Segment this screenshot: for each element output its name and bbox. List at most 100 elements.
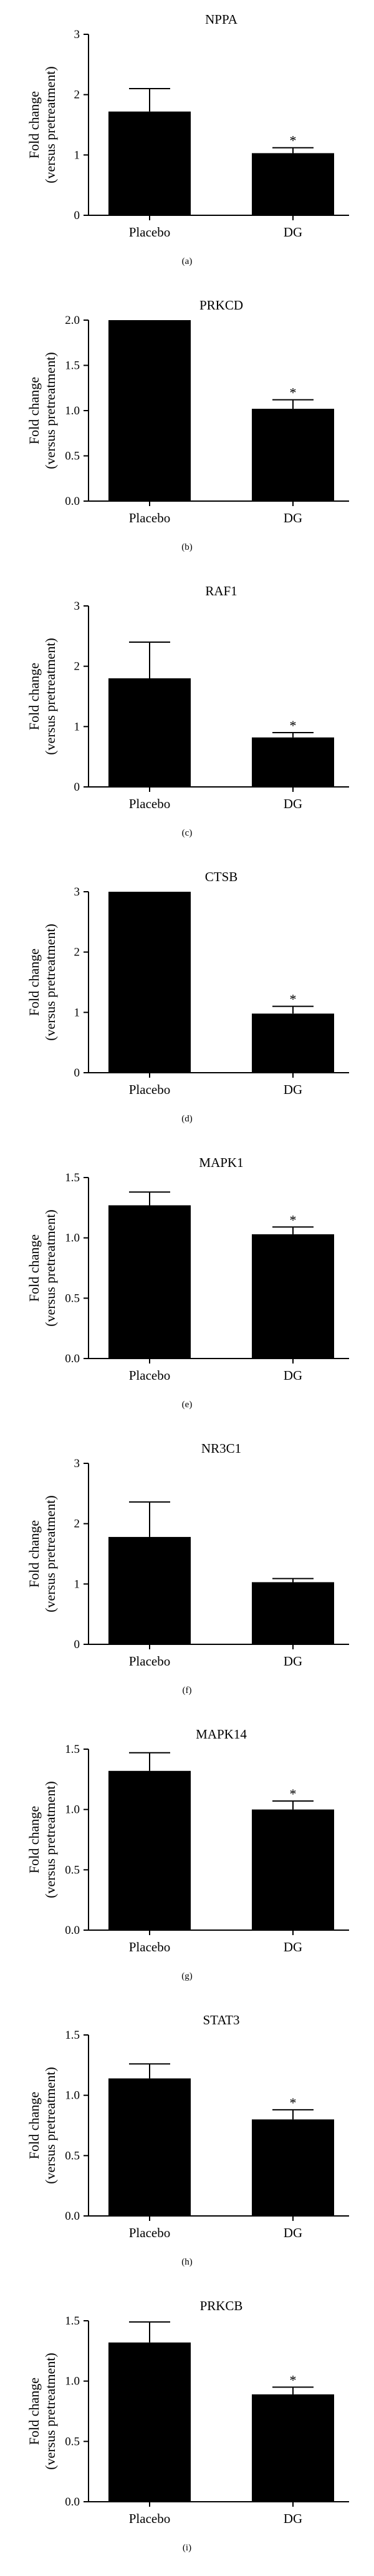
- bar-chart-svg: RAF1 Fold change(versus pretreatment) 0 1 2 3…: [26, 583, 349, 838]
- y-tick-label: 0: [74, 209, 80, 222]
- y-tick-label: 2.0: [65, 314, 80, 327]
- x-category-label: Placebo: [129, 1939, 170, 1954]
- x-category-label: Placebo: [129, 510, 170, 525]
- y-axis-label: Fold change(versus pretreatment): [26, 638, 58, 755]
- x-category-label: Placebo: [129, 1368, 170, 1383]
- chart-title: PRKCB: [200, 2298, 243, 2313]
- x-category-label: DG: [284, 2225, 302, 2240]
- y-tick-label: 1: [74, 1006, 80, 1019]
- y-axis-label-line-2: (versus pretreatment): [42, 638, 58, 755]
- y-axis-label-line-2: (versus pretreatment): [42, 2067, 58, 2184]
- y-tick-label: 0: [74, 1638, 80, 1651]
- y-tick-label: 1.5: [65, 359, 80, 373]
- panel-caption: (a): [182, 256, 193, 266]
- y-axis-label-line-1: Fold change: [26, 663, 42, 730]
- bar-chart-svg: NR3C1 Fold change(versus pretreatment) 0 1 2…: [26, 1441, 349, 1695]
- significance-marker: *: [290, 1212, 297, 1227]
- bar-placebo: [108, 892, 191, 1073]
- y-axis-label-line-2: (versus pretreatment): [42, 66, 58, 183]
- bar-dg: [252, 1013, 334, 1073]
- panel-caption: (f): [183, 1686, 192, 1695]
- x-category-label: DG: [284, 796, 302, 811]
- y-tick-label: 1: [74, 720, 80, 733]
- y-tick-label: 0: [74, 781, 80, 794]
- chart-title: MAPK14: [196, 1727, 247, 1742]
- chart-panel-prkcd: PRKCD Fold change(versus pretreatment) 0.0…: [0, 286, 374, 572]
- y-tick-label: 1.5: [65, 1171, 80, 1184]
- panel-caption: (i): [183, 2543, 191, 2553]
- chart-title: PRKCD: [199, 298, 243, 313]
- y-tick-label: 0.0: [65, 1352, 80, 1365]
- bar-chart-svg: NPPA Fold change(versus pretreatment) 0 1 2 3…: [26, 12, 349, 266]
- significance-marker: *: [290, 385, 297, 401]
- chart-panel-nppa: NPPA Fold change(versus pretreatment) 0 1 2 3…: [0, 0, 374, 286]
- x-category-label: Placebo: [129, 1082, 170, 1097]
- bar-placebo: [108, 2078, 191, 2216]
- y-tick-label: 1.0: [65, 2089, 80, 2102]
- x-category-label: DG: [284, 1368, 302, 1383]
- y-axis-label: Fold change(versus pretreatment): [26, 924, 58, 1041]
- y-tick-label: 0.5: [65, 2435, 80, 2448]
- y-tick-label: 2: [74, 89, 80, 102]
- panel-caption: (e): [182, 1400, 193, 1410]
- y-tick-label: 3: [74, 28, 80, 41]
- significance-marker: *: [290, 718, 297, 733]
- bar-placebo: [108, 678, 191, 787]
- y-tick-label: 0.5: [65, 450, 80, 463]
- y-tick-label: 0.0: [65, 495, 80, 508]
- chart-title: CTSB: [205, 869, 238, 884]
- chart-panel-mapk1: MAPK1 Fold change(versus pretreatment) 0.0…: [0, 1143, 374, 1429]
- y-tick-label: 1.0: [65, 1803, 80, 1817]
- y-axis-label-line-1: Fold change: [26, 91, 42, 159]
- bar-chart-svg: CTSB Fold change(versus pretreatment) 0 1 2 3…: [26, 869, 349, 1124]
- y-axis-label: Fold change(versus pretreatment): [26, 352, 58, 469]
- x-category-label: Placebo: [129, 2225, 170, 2240]
- bar-dg: [252, 1582, 334, 1644]
- y-axis-label-line-1: Fold change: [26, 1806, 42, 1873]
- x-category-label: DG: [284, 2511, 302, 2526]
- y-axis-label: Fold change(versus pretreatment): [26, 66, 58, 183]
- y-tick-label: 1: [74, 149, 80, 162]
- x-category-label: DG: [284, 1082, 302, 1097]
- y-tick-label: 3: [74, 1457, 80, 1470]
- x-category-label: Placebo: [129, 1654, 170, 1669]
- significance-marker: *: [290, 2095, 297, 2110]
- y-tick-label: 0.0: [65, 2496, 80, 2509]
- significance-marker: *: [290, 1786, 297, 1802]
- y-tick-label: 1.5: [65, 2029, 80, 2042]
- y-tick-label: 0.0: [65, 1924, 80, 1937]
- panel-caption: (b): [181, 542, 193, 552]
- bar-placebo: [108, 111, 191, 215]
- x-category-label: DG: [284, 1654, 302, 1669]
- y-tick-label: 0.5: [65, 1863, 80, 1876]
- bar-dg: [252, 1234, 334, 1359]
- y-tick-label: 0.5: [65, 1292, 80, 1305]
- significance-marker: *: [290, 2372, 297, 2388]
- y-tick-label: 2: [74, 1518, 80, 1531]
- y-tick-label: 3: [74, 600, 80, 613]
- x-category-label: DG: [284, 1939, 302, 1954]
- chart-panel-ctsb: CTSB Fold change(versus pretreatment) 0 1 2 3…: [0, 857, 374, 1143]
- x-category-label: Placebo: [129, 2511, 170, 2526]
- y-tick-label: 1.0: [65, 1232, 80, 1245]
- y-tick-label: 1: [74, 1578, 80, 1591]
- x-category-label: DG: [284, 225, 302, 240]
- chart-panel-mapk14: MAPK14 Fold change(versus pretreatment) 0.…: [0, 1715, 374, 2001]
- y-axis-label-line-1: Fold change: [26, 949, 42, 1016]
- bar-chart-svg: PRKCB Fold change(versus pretreatment) 0.0…: [26, 2298, 349, 2553]
- y-tick-label: 1.5: [65, 1743, 80, 1756]
- y-axis-label: Fold change(versus pretreatment): [26, 2067, 58, 2184]
- y-tick-label: 1.5: [65, 2315, 80, 2328]
- panel-caption: (d): [181, 1114, 193, 1124]
- bar-dg: [252, 2119, 334, 2216]
- bar-placebo: [108, 1205, 191, 1359]
- y-axis-label-line-2: (versus pretreatment): [42, 2353, 58, 2470]
- bar-chart-svg: PRKCD Fold change(versus pretreatment) 0.0…: [26, 298, 349, 552]
- chart-title: STAT3: [203, 2012, 240, 2027]
- chart-panel-nr3c1: NR3C1 Fold change(versus pretreatment) 0 1 2…: [0, 1429, 374, 1715]
- x-category-label: Placebo: [129, 796, 170, 811]
- y-axis-label-line-1: Fold change: [26, 1234, 42, 1302]
- panel-caption: (g): [181, 1971, 193, 1981]
- bar-dg: [252, 737, 334, 787]
